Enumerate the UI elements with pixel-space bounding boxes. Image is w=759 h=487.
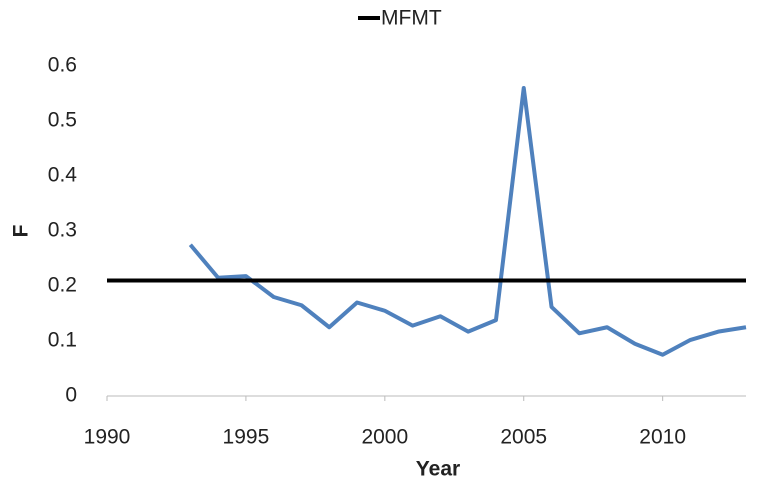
x-tick-label: 2010 [639, 426, 686, 449]
x-tick-label: 2000 [361, 426, 408, 449]
x-tick-label: 1990 [84, 426, 131, 449]
y-tick-label: 0.4 [48, 164, 78, 187]
y-tick-label: 0.2 [48, 274, 77, 297]
x-axis-title: Year [416, 458, 460, 481]
y-tick-label: 0.6 [48, 54, 77, 77]
x-tick-label: 2005 [500, 426, 547, 449]
x-tick-label: 1995 [223, 426, 270, 449]
legend-label: MFMT [381, 7, 442, 30]
y-tick-label: 0.1 [48, 329, 77, 352]
y-tick-label: 0.3 [48, 219, 77, 242]
y-tick-label: 0.5 [48, 109, 77, 132]
series-line [188, 86, 747, 357]
y-axis-title: F [10, 224, 33, 237]
y-tick-label: 0 [65, 384, 77, 407]
